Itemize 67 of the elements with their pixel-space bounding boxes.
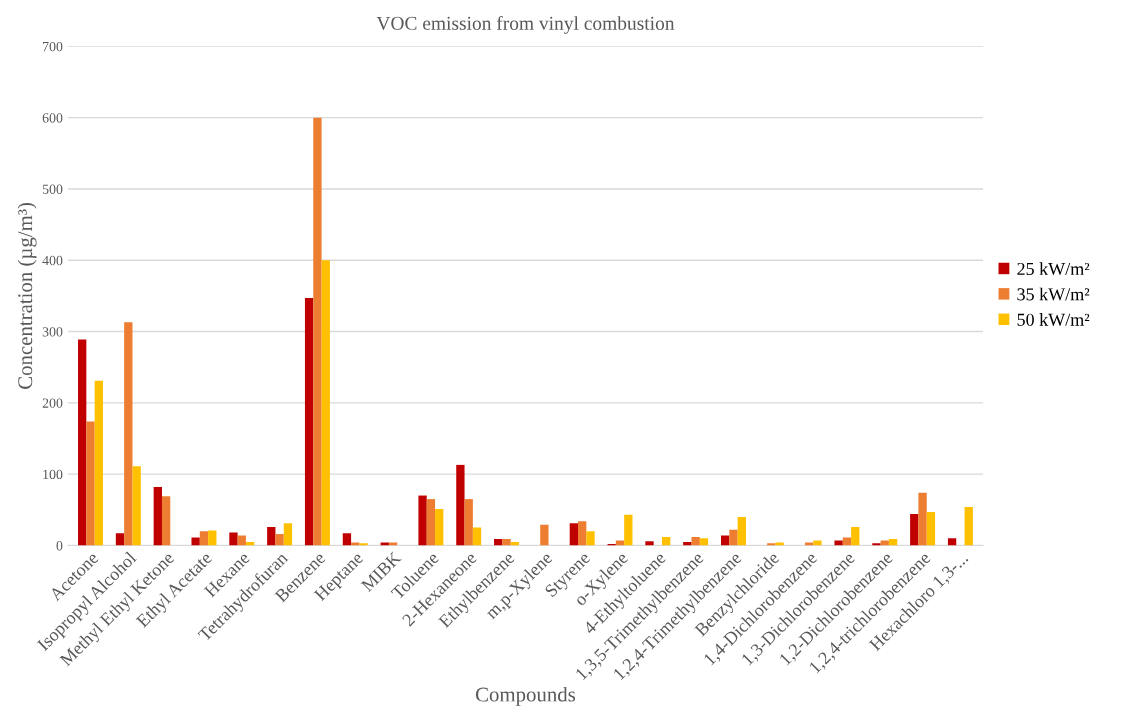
bar <box>947 538 957 546</box>
bar <box>283 523 293 546</box>
bar <box>124 322 133 546</box>
bar <box>435 509 444 546</box>
bar <box>237 535 246 546</box>
bar <box>494 539 503 546</box>
bar <box>615 540 625 546</box>
bar <box>161 496 171 546</box>
bar <box>691 536 700 546</box>
bar <box>342 533 352 546</box>
bar <box>851 526 860 546</box>
y-tick-label: 100 <box>43 469 63 480</box>
bar <box>813 540 822 546</box>
bar <box>153 486 162 546</box>
bar <box>94 380 103 546</box>
bar <box>229 532 238 546</box>
x-axis-title: Compounds <box>475 686 576 706</box>
bar <box>115 533 125 546</box>
bar <box>426 499 436 546</box>
bar <box>926 511 936 546</box>
bar <box>321 260 330 546</box>
bar <box>578 521 587 546</box>
bar <box>661 536 671 546</box>
bar <box>267 526 276 546</box>
bar <box>872 543 881 546</box>
bar <box>699 538 709 546</box>
bar <box>304 298 314 546</box>
bar <box>199 531 209 546</box>
y-tick-label: 300 <box>42 327 63 337</box>
y-axis-title: Concentration (µg/m³) <box>17 202 37 389</box>
bar <box>964 506 973 546</box>
legend-label: 50 kW/m² <box>1017 313 1090 326</box>
bar <box>456 464 465 546</box>
bar <box>540 524 549 546</box>
bar <box>86 421 95 546</box>
bar <box>191 537 200 546</box>
bar <box>586 531 595 546</box>
chart-title: VOC emission from vinyl combustion <box>376 15 675 34</box>
bar <box>737 516 746 546</box>
y-tick-label: 400 <box>42 255 63 266</box>
bar <box>569 523 579 546</box>
bar <box>502 539 511 546</box>
legend-label: 25 kW/m² <box>1017 262 1090 276</box>
bar <box>720 535 730 546</box>
bar <box>132 466 141 546</box>
legend-label: 35 kW/m² <box>1017 287 1090 301</box>
bar <box>418 495 427 546</box>
y-tick-label: 200 <box>42 398 63 408</box>
bar <box>910 514 919 546</box>
bar <box>313 117 322 546</box>
bar <box>888 539 898 546</box>
bar <box>834 540 843 546</box>
bar <box>359 543 368 546</box>
bar <box>880 540 889 546</box>
bar <box>729 529 738 546</box>
bar <box>645 541 654 546</box>
y-tick-label: 700 <box>43 41 63 52</box>
bar <box>208 530 217 546</box>
y-tick-label: 0 <box>56 541 63 551</box>
bar <box>464 499 473 546</box>
bar <box>472 527 482 546</box>
y-tick-label: 600 <box>42 113 63 123</box>
bar <box>918 492 927 546</box>
bar <box>275 534 284 546</box>
bar <box>624 514 633 546</box>
y-tick-label: 500 <box>42 184 63 194</box>
bar <box>78 339 87 546</box>
